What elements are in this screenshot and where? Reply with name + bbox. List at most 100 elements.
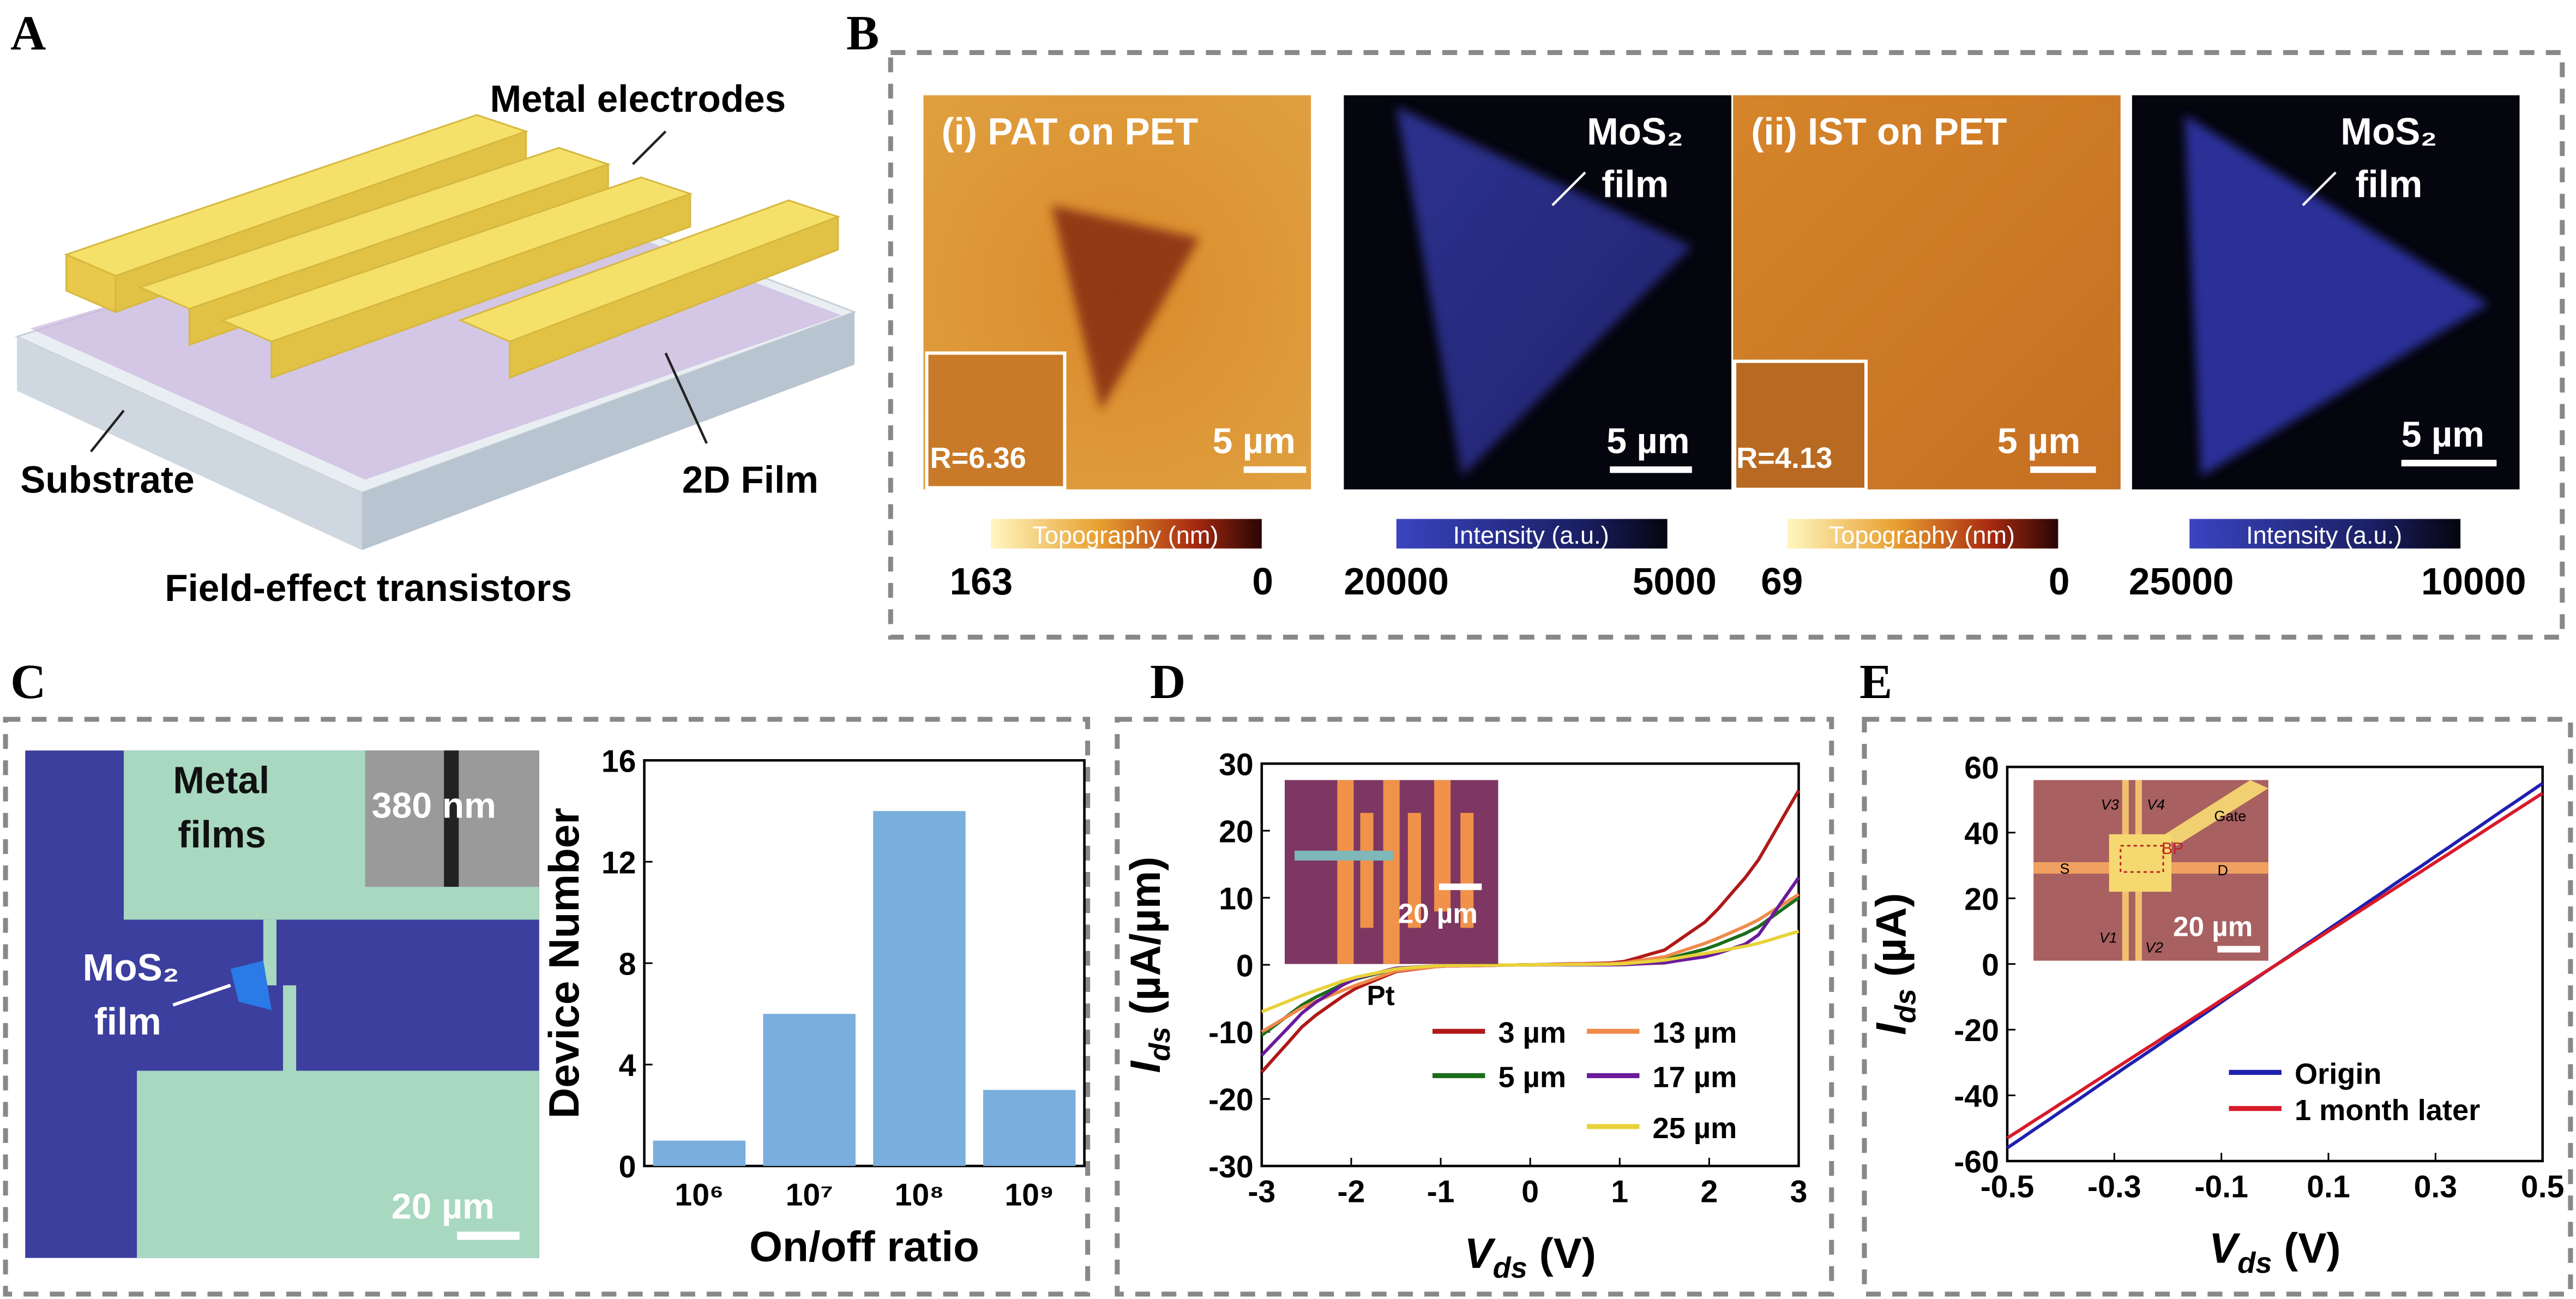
scale-bar-label: 20 µm: [392, 1186, 495, 1226]
film-label: film: [94, 1000, 161, 1043]
scale-bar-label: 20 µm: [2173, 911, 2253, 942]
film-label: MoS₂: [1587, 110, 1683, 153]
y-tick-label: 8: [619, 947, 636, 982]
x-tick-label: -2: [1338, 1174, 1365, 1209]
v1-label: V1: [2099, 929, 2117, 946]
x-tick-label: 10⁷: [786, 1177, 833, 1212]
series-line-25-µm: [1261, 929, 1799, 1014]
scale-bar-label: 5 µm: [2402, 414, 2484, 455]
x-axis-label: On/off ratio: [749, 1223, 979, 1271]
scale-bar-label: 5 µm: [1997, 421, 2080, 461]
roughness-label: R=6.36: [930, 442, 1026, 474]
panel-e-frame: [1862, 717, 2573, 1297]
metal-label: Metal: [173, 759, 269, 801]
colorbars: Topography (nm) 163 0 Intensity (a.u.) 2…: [950, 519, 2526, 603]
colorbar-min: 0: [2049, 560, 2070, 603]
fet-illustration: [14, 114, 857, 550]
x-tick-label: -1: [1427, 1174, 1455, 1209]
bp-label: BP: [2162, 840, 2183, 858]
v2-label: V2: [2145, 939, 2163, 956]
bar-0: [653, 1140, 746, 1166]
roughness-label: R=4.13: [1736, 442, 1832, 474]
x-tick-label: 0.5: [2521, 1169, 2565, 1204]
colorbar-min: 0: [1252, 560, 1273, 603]
colorbar-max: 25000: [2129, 560, 2234, 603]
colorbar-title: Intensity (a.u.): [1453, 521, 1609, 549]
film-label-2: film: [2355, 163, 2422, 205]
legend-label: 5 µm: [1498, 1061, 1566, 1094]
x-tick-label: 0.3: [2414, 1169, 2458, 1204]
y-tick-label: 12: [601, 845, 636, 880]
panel-label-d: D: [1150, 654, 1185, 709]
line-chart-iv-stability: -0.5 -0.3 -0.1 0.1 0.3 0.5 -60 -40 -20 0 20 40 60 Ori…: [1867, 750, 2564, 1279]
colorbar-max: 20000: [1344, 560, 1449, 603]
legend-label: 17 µm: [1653, 1061, 1737, 1094]
bar-2: [873, 811, 966, 1166]
y-tick-label: 0: [619, 1150, 636, 1184]
y-tick-label: 0: [1236, 948, 1254, 983]
colorbar-title: Topography (nm): [1032, 521, 1218, 549]
source-label: S: [2060, 860, 2069, 877]
y-tick-label: -20: [1208, 1082, 1254, 1117]
x-tick-label: 0.1: [2307, 1169, 2350, 1204]
inset-image-e: V3 V4 Gate S D BP V1 V2 20 µm: [2033, 780, 2268, 961]
v3-label: V3: [2101, 796, 2119, 813]
y-tick-label: 10: [1219, 881, 1254, 916]
films-label: films: [178, 813, 266, 856]
x-tick-label: 0: [1521, 1174, 1539, 1209]
scale-bar-label: 20 µm: [1398, 898, 1478, 929]
y-axis-label: Ids (µA/µm): [1121, 857, 1176, 1073]
legend-label: Origin: [2295, 1058, 2382, 1091]
label-substrate: Substrate: [20, 458, 194, 501]
legend-label: 13 µm: [1653, 1017, 1737, 1049]
y-tick-label: 60: [1964, 750, 1999, 785]
x-tick-label: -3: [1248, 1174, 1275, 1209]
y-tick-label: -60: [1954, 1145, 1999, 1180]
colorbar-title: Intensity (a.u.): [2246, 521, 2402, 549]
v4-label: V4: [2147, 796, 2165, 813]
optical-image-c: Metal films 380 nm MoS₂ film 20 µm: [25, 750, 539, 1258]
y-tick-label: -40: [1954, 1079, 1999, 1114]
bar-1: [763, 1014, 856, 1166]
panel-label-b: B: [846, 5, 879, 60]
x-tick-label: -0.1: [2194, 1169, 2248, 1204]
legend-label: 3 µm: [1498, 1017, 1566, 1049]
x-axis-label: Vds (V): [2209, 1224, 2341, 1279]
bar-chart-device-number: 0 4 8 12 16 10⁶ 10⁷ 10⁸ 10⁹ On/off ratio Device Nu…: [540, 744, 1086, 1271]
y-tick-label: 4: [619, 1048, 636, 1083]
y-tick-label: -30: [1208, 1150, 1254, 1184]
colorbar-min: 5000: [1633, 560, 1717, 603]
inset-image-d: 20 µm Pt: [1284, 780, 1498, 1011]
film-label-2: film: [1602, 163, 1669, 205]
y-tick-label: 16: [601, 744, 636, 779]
film-label: MoS₂: [2340, 110, 2437, 153]
scale-bar-label: 5 µm: [1606, 421, 1689, 461]
series-line-1-month-later: [2006, 791, 2544, 1140]
panel-label-c: C: [10, 654, 46, 709]
x-tick-label: 10⁶: [675, 1177, 724, 1212]
x-tick-label: 1: [1611, 1174, 1628, 1209]
x-tick-label: 3: [1790, 1174, 1808, 1209]
y-tick-label: 30: [1219, 747, 1254, 782]
y-axis-label: Ids (µA): [1867, 893, 1922, 1035]
label-2d-film: 2D Film: [682, 458, 818, 501]
x-tick-label: 10⁹: [1004, 1177, 1054, 1212]
x-axis-label: Vds (V): [1464, 1229, 1596, 1284]
panel-label-a: A: [10, 5, 46, 60]
y-tick-label: 40: [1964, 816, 1999, 851]
legend-label: 1 month later: [2295, 1094, 2480, 1127]
label-metal-electrodes: Metal electrodes: [490, 77, 786, 120]
caption-fet: Field-effect transistors: [165, 567, 572, 609]
y-tick-label: 20: [1964, 882, 1999, 917]
bar-3: [983, 1090, 1076, 1166]
x-tick-label: -0.5: [1981, 1169, 2035, 1204]
pl-image-pat: MoS₂ film 5 µm: [1344, 95, 1732, 490]
pl-image-ist: MoS₂ film 5 µm: [2132, 95, 2520, 490]
mos2-label: MoS₂: [83, 946, 179, 989]
colorbar-max: 163: [950, 560, 1013, 603]
y-tick-label: -10: [1208, 1015, 1254, 1050]
drain-label: D: [2217, 862, 2228, 879]
colorbar-title: Topography (nm): [1829, 521, 2015, 549]
